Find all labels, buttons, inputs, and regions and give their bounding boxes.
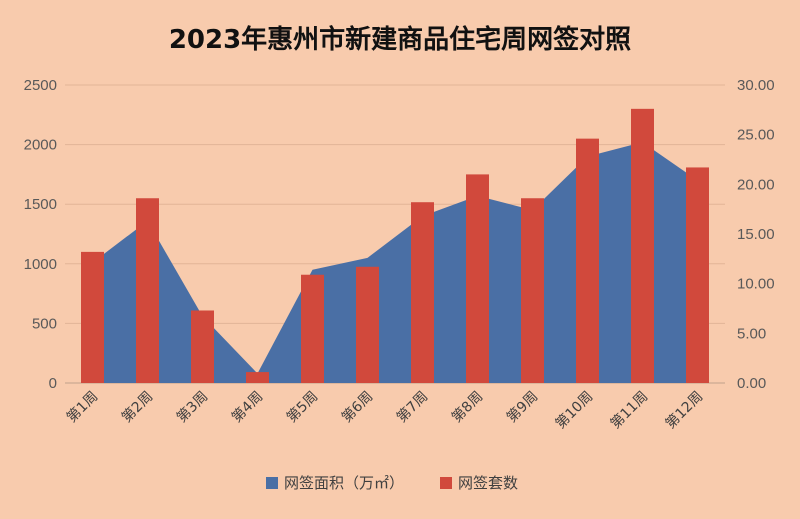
bar bbox=[136, 198, 159, 383]
category-label: 第11周 bbox=[607, 388, 651, 432]
area-series-layer bbox=[92, 142, 698, 383]
right-tick-label: 0.00 bbox=[737, 375, 766, 392]
category-label: 第2周 bbox=[118, 388, 156, 426]
category-label: 第7周 bbox=[393, 388, 431, 426]
category-axis-labels: 第1周 第2周 第3周 第4周 第5周 第6周 第7周 第8周 第9周 第10周 第11周 第12周 bbox=[63, 388, 706, 432]
left-tick-label: 0 bbox=[49, 375, 57, 392]
bar bbox=[631, 108, 654, 383]
left-tick-label: 1500 bbox=[24, 196, 57, 213]
legend-swatch-bar bbox=[440, 477, 452, 489]
bar bbox=[81, 251, 104, 383]
bar bbox=[246, 372, 269, 383]
category-label: 第8周 bbox=[448, 388, 486, 426]
bar bbox=[191, 310, 214, 383]
legend-label-bar: 网签套数 bbox=[458, 474, 518, 492]
left-axis-ticks: 0 500 1000 1500 2000 2500 bbox=[24, 77, 57, 392]
right-tick-label: 10.00 bbox=[737, 276, 775, 293]
right-axis-ticks: 0.00 5.00 10.00 15.00 20.00 25.00 30.00 bbox=[737, 77, 775, 392]
left-tick-label: 2000 bbox=[24, 137, 57, 154]
bar bbox=[521, 198, 544, 383]
category-label: 第4周 bbox=[228, 388, 266, 426]
category-label: 第1周 bbox=[63, 388, 101, 426]
category-label: 第10周 bbox=[552, 388, 596, 432]
chart-title: 2023年惠州市新建商品住宅周网签对照 bbox=[169, 24, 631, 55]
right-tick-label: 15.00 bbox=[737, 226, 775, 243]
legend: 网签面积（万㎡） 网签套数 bbox=[266, 474, 518, 492]
legend-label-area: 网签面积（万㎡） bbox=[284, 474, 404, 492]
right-tick-label: 25.00 bbox=[737, 127, 775, 144]
bar bbox=[466, 174, 489, 383]
category-label: 第3周 bbox=[173, 388, 211, 426]
category-label: 第9周 bbox=[503, 388, 541, 426]
category-label: 第12周 bbox=[662, 388, 706, 432]
left-tick-label: 2500 bbox=[24, 77, 57, 94]
left-tick-label: 1000 bbox=[24, 256, 57, 273]
bar bbox=[411, 202, 434, 383]
category-label: 第5周 bbox=[283, 388, 321, 426]
bar bbox=[301, 274, 324, 383]
category-label: 第6周 bbox=[338, 388, 376, 426]
legend-swatch-area bbox=[266, 477, 278, 489]
bar bbox=[686, 167, 709, 383]
bar-series-layer bbox=[81, 108, 709, 383]
bar bbox=[356, 266, 379, 383]
right-tick-label: 5.00 bbox=[737, 325, 766, 342]
area-series bbox=[92, 142, 698, 383]
right-tick-label: 30.00 bbox=[737, 77, 775, 94]
right-tick-label: 20.00 bbox=[737, 176, 775, 193]
left-tick-label: 500 bbox=[32, 315, 57, 332]
bar bbox=[576, 138, 599, 383]
